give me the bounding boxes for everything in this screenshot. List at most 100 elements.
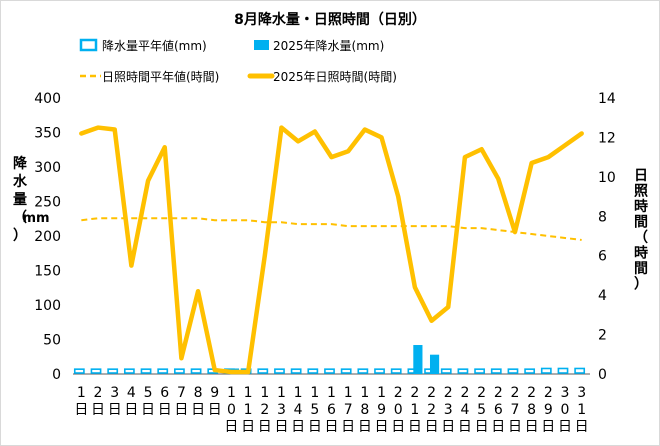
y-right-tick-label: 0 bbox=[598, 367, 607, 383]
svg-text:）: ） bbox=[634, 277, 648, 293]
x-tick-char: 3 bbox=[277, 402, 286, 418]
x-tick-char: 1 bbox=[277, 385, 286, 401]
y-left-tick-label: 250 bbox=[34, 195, 61, 211]
x-tick-label: 27日 bbox=[508, 385, 522, 435]
svg-text:間: 間 bbox=[634, 261, 648, 277]
x-tick-char: 1 bbox=[244, 402, 253, 418]
x-tick-char: 日 bbox=[124, 402, 138, 418]
x-tick-char: 1 bbox=[227, 385, 236, 401]
x-tick-label: 13日 bbox=[274, 385, 288, 435]
x-tick-char: 9 bbox=[377, 402, 386, 418]
x-tick-char: 日 bbox=[241, 419, 255, 435]
svg-text:）: ） bbox=[13, 228, 27, 244]
axes: 050100150200250300350400024681012141日2日3… bbox=[34, 91, 616, 435]
x-tick-label: 23日 bbox=[441, 385, 455, 435]
bar-normal-precip bbox=[374, 368, 385, 374]
legend-label-sunshine-2025: 2025年日照時間(時間) bbox=[273, 70, 397, 84]
y-left-tick-label: 300 bbox=[34, 160, 61, 176]
x-tick-char: 0 bbox=[394, 402, 403, 418]
x-tick-label: 24日 bbox=[458, 385, 472, 435]
bar-precip-2025 bbox=[429, 354, 440, 374]
bar-normal-precip bbox=[190, 368, 202, 374]
bar-normal-precip bbox=[490, 368, 502, 374]
bar-normal-precip bbox=[457, 368, 469, 374]
x-tick-char: 1 bbox=[410, 402, 419, 418]
x-tick-char: 日 bbox=[508, 419, 522, 435]
x-tick-char: 日 bbox=[224, 419, 238, 435]
bar-normal-precip bbox=[290, 368, 302, 374]
y-left-tick-label: 150 bbox=[34, 264, 61, 280]
x-tick-char: 2 bbox=[427, 402, 436, 418]
x-tick-char: 日 bbox=[341, 419, 355, 435]
bar-normal-precip bbox=[507, 368, 519, 374]
x-tick-char: 6 bbox=[494, 402, 503, 418]
x-tick-char: 5 bbox=[144, 385, 153, 401]
x-tick-char: 6 bbox=[327, 402, 336, 418]
x-tick-label: 6日 bbox=[158, 385, 172, 418]
svg-text:日: 日 bbox=[634, 168, 648, 184]
x-tick-char: 日 bbox=[575, 419, 589, 435]
x-tick-char: 日 bbox=[558, 419, 572, 435]
x-tick-label: 17日 bbox=[341, 385, 355, 435]
x-tick-label: 26日 bbox=[491, 385, 505, 435]
bar-normal-precip bbox=[474, 368, 485, 374]
x-tick-char: 日 bbox=[74, 402, 88, 418]
x-tick-label: 7日 bbox=[174, 385, 188, 418]
x-tick-label: 11日 bbox=[241, 385, 255, 435]
bar-normal-precip bbox=[557, 367, 569, 374]
x-tick-label: 14日 bbox=[291, 385, 305, 435]
x-tick-char: 2 bbox=[494, 385, 503, 401]
x-tick-label: 12日 bbox=[258, 385, 272, 435]
svg-text:降: 降 bbox=[13, 155, 28, 172]
bar-normal-precip bbox=[524, 368, 536, 374]
bar-normal-precip bbox=[140, 368, 152, 374]
bars-normal-precip bbox=[73, 367, 586, 374]
x-tick-char: 0 bbox=[561, 402, 570, 418]
x-tick-char: 1 bbox=[310, 385, 319, 401]
x-tick-char: 3 bbox=[110, 385, 119, 401]
x-tick-label: 18日 bbox=[358, 385, 372, 435]
x-tick-char: 1 bbox=[77, 385, 86, 401]
svg-text:（: （ bbox=[13, 210, 27, 226]
x-tick-char: 3 bbox=[444, 402, 453, 418]
legend-swatch-precip-2025 bbox=[254, 40, 269, 50]
x-tick-label: 25日 bbox=[475, 385, 489, 435]
x-tick-char: 日 bbox=[141, 402, 155, 418]
x-tick-label: 22日 bbox=[425, 385, 439, 435]
x-tick-label: 15日 bbox=[308, 385, 322, 435]
x-tick-label: 2日 bbox=[91, 385, 105, 418]
bar-normal-precip bbox=[390, 368, 402, 374]
x-tick-char: 日 bbox=[525, 419, 539, 435]
x-tick-label: 16日 bbox=[325, 385, 339, 435]
x-tick-char: 2 bbox=[444, 385, 453, 401]
axis-titles: 降水量（mm）日照時間（時間） bbox=[13, 155, 648, 293]
bar-normal-precip bbox=[574, 367, 586, 374]
y-left-tick-label: 50 bbox=[43, 333, 61, 349]
legend-label-normal-sunshine: 日照時間平年値(時間) bbox=[102, 69, 219, 84]
x-tick-char: 2 bbox=[510, 385, 519, 401]
x-tick-char: 2 bbox=[477, 385, 486, 401]
x-tick-char: 日 bbox=[91, 402, 105, 418]
x-tick-char: 日 bbox=[325, 419, 339, 435]
x-tick-char: 7 bbox=[344, 402, 353, 418]
x-tick-char: 2 bbox=[94, 385, 103, 401]
x-tick-char: 1 bbox=[344, 385, 353, 401]
x-tick-char: 日 bbox=[191, 402, 205, 418]
svg-text:時: 時 bbox=[634, 245, 648, 262]
x-tick-char: 1 bbox=[360, 385, 369, 401]
x-tick-char: 日 bbox=[158, 402, 172, 418]
x-tick-char: 5 bbox=[310, 402, 319, 418]
line-normal-sunshine bbox=[81, 217, 582, 241]
chart-title: 8月降水量・日照時間（日別） bbox=[234, 11, 426, 28]
bar-normal-precip bbox=[90, 368, 102, 374]
legend-swatch-normal-precip bbox=[79, 38, 98, 52]
line-sunshine-2025 bbox=[79, 125, 584, 375]
x-tick-label: 30日 bbox=[558, 385, 572, 435]
x-tick-label: 10日 bbox=[224, 385, 238, 435]
bar-normal-precip bbox=[540, 367, 552, 374]
x-tick-label: 3日 bbox=[108, 385, 122, 418]
x-tick-char: 8 bbox=[194, 385, 203, 401]
x-tick-char: 0 bbox=[227, 402, 236, 418]
legend-label-normal-precip: 降水量平年値(mm) bbox=[102, 38, 207, 53]
x-tick-char: 7 bbox=[177, 385, 186, 401]
